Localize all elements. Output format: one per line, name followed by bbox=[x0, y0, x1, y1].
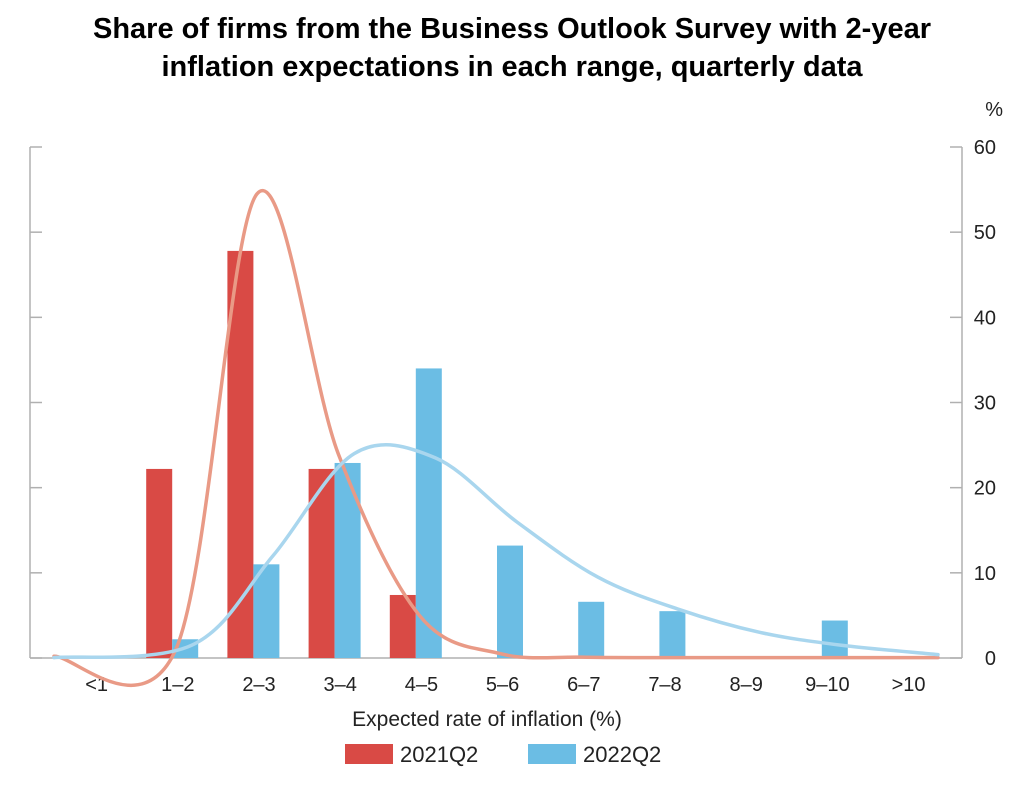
bar-2022q2-4 bbox=[334, 462, 361, 658]
bar-2022q2-5 bbox=[415, 368, 442, 658]
y-tick-label: 30 bbox=[974, 393, 996, 415]
legend-swatch-2021q2 bbox=[345, 744, 393, 764]
bar-2022q2-6 bbox=[497, 545, 523, 658]
legend-swatch-2022q2 bbox=[528, 744, 576, 764]
curve-2021q2 bbox=[52, 188, 940, 688]
bar-2022q2-8 bbox=[659, 611, 686, 658]
bar-2022q2-10 bbox=[821, 620, 848, 658]
x-tick-label: 2–3 bbox=[242, 674, 275, 696]
x-tick-label: 1–2 bbox=[161, 674, 194, 696]
x-tick-label: 4–5 bbox=[405, 674, 438, 696]
x-tick-label: 6–7 bbox=[567, 674, 600, 696]
y-unit-label: % bbox=[985, 99, 1003, 121]
legend-label-2021q2: 2021Q2 bbox=[400, 742, 478, 767]
curve-2022q2 bbox=[52, 443, 940, 660]
y-tick-label: 40 bbox=[974, 307, 996, 329]
bar-2021q2-4 bbox=[308, 468, 335, 658]
x-tick-label: 9–10 bbox=[805, 674, 850, 696]
x-tick-label: >10 bbox=[892, 674, 926, 696]
x-tick-label: 7–8 bbox=[648, 674, 681, 696]
chart-title: Share of firms from the Business Outlook… bbox=[0, 10, 1024, 86]
x-axis-title: Expected rate of inflation (%) bbox=[352, 708, 622, 731]
y-tick-label: 20 bbox=[974, 478, 996, 500]
legend-label-2022q2: 2022Q2 bbox=[583, 742, 661, 767]
y-tick-label: 50 bbox=[974, 222, 996, 244]
y-tick-label: 0 bbox=[985, 648, 996, 670]
y-tick-label: 60 bbox=[974, 137, 996, 159]
chart-title-line-2: inflation expectations in each range, qu… bbox=[161, 51, 863, 83]
x-tick-label: 3–4 bbox=[324, 674, 357, 696]
bar-2022q2-3 bbox=[253, 564, 280, 658]
chart-title-line-1: Share of firms from the Business Outlook… bbox=[93, 13, 931, 45]
bar-2022q2-7 bbox=[578, 601, 605, 658]
x-tick-label: 5–6 bbox=[486, 674, 519, 696]
y-tick-label: 10 bbox=[974, 563, 996, 585]
x-tick-label: 8–9 bbox=[730, 674, 763, 696]
bar-2021q2-2 bbox=[146, 468, 173, 658]
